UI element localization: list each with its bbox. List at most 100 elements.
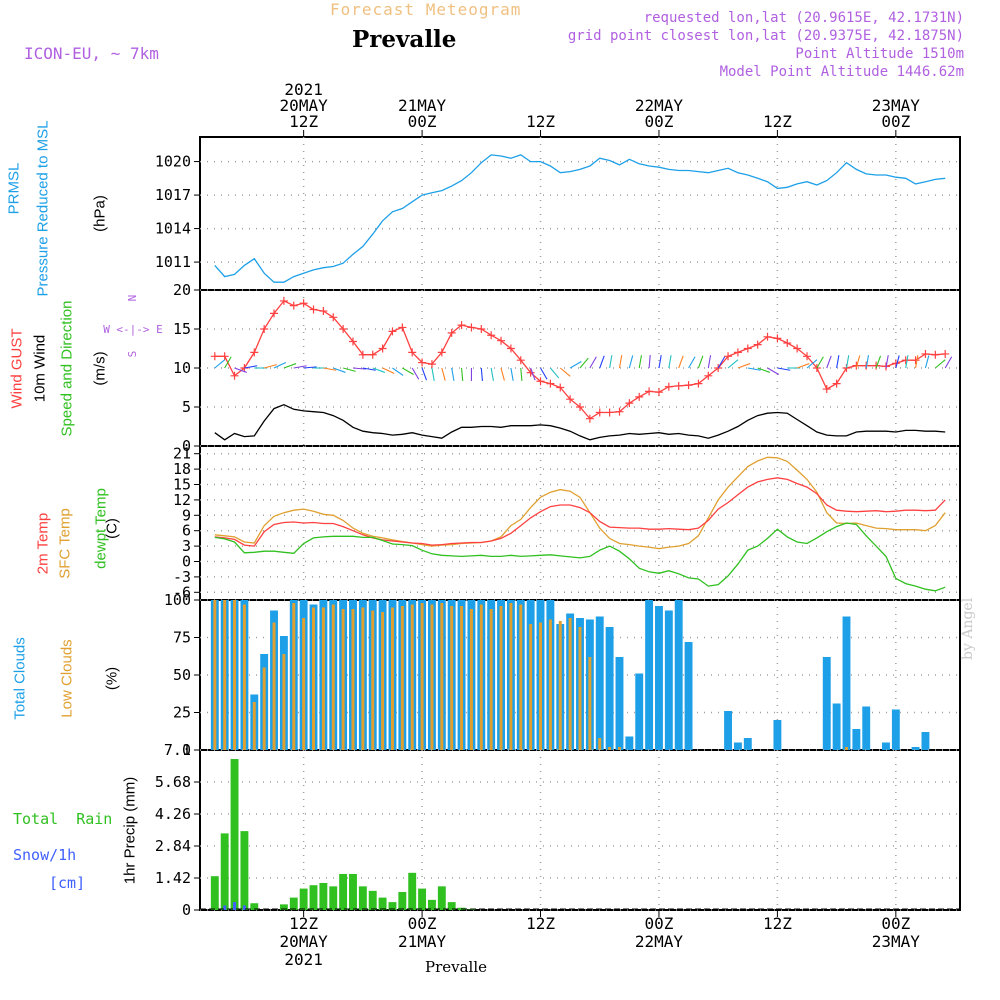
top-time-label: 23MAY: [872, 96, 921, 115]
low-cloud-bar: [548, 619, 552, 750]
wind-arrow: [816, 356, 824, 369]
model-name: ICON-EU, ~ 7km: [24, 44, 159, 63]
low-cloud-bar: [400, 606, 404, 750]
gust-marker: [329, 313, 338, 322]
rain-bar: [319, 882, 328, 910]
wind-arrow: [559, 367, 571, 377]
gust-marker: [447, 328, 456, 337]
gust-marker: [901, 356, 910, 365]
low-cloud-bar: [558, 621, 562, 750]
gust-marker: [279, 296, 288, 305]
gust-marker: [605, 408, 614, 417]
low-cloud-bar: [489, 609, 493, 750]
wind-arrow: [836, 355, 840, 369]
total-cloud-bar: [882, 742, 890, 750]
wind-arrow: [372, 367, 386, 373]
ytick-label: 1014: [155, 220, 191, 238]
ytick-label: 50: [173, 666, 191, 684]
top-time-label: 20MAY: [280, 96, 329, 115]
ytick-label: 21: [173, 445, 191, 463]
top-time-label: 00Z: [408, 112, 437, 131]
wind-arrow: [915, 355, 919, 369]
gust-marker: [576, 403, 584, 411]
bottom-time-label: 00Z: [645, 914, 674, 933]
ytick-label: 12: [173, 491, 191, 509]
ytick-label: 4.26: [155, 805, 191, 823]
model-altitude: Model Point Altitude 1446.62m: [719, 64, 964, 80]
wind-arrow: [589, 356, 597, 369]
low-cloud-bar: [845, 747, 848, 750]
gust-marker: [783, 339, 792, 348]
rain-bar: [210, 876, 219, 910]
rain-bar: [378, 897, 387, 910]
wind-arrow: [638, 355, 643, 369]
rain-bar: [388, 902, 397, 910]
gust-marker: [743, 344, 752, 353]
bottom-time-label: 12Z: [763, 914, 792, 933]
wind-arrow: [520, 367, 523, 381]
total-cloud-bar: [625, 736, 634, 750]
gust-marker: [654, 388, 663, 397]
low-cloud-bar: [460, 606, 464, 750]
wind-arrow: [648, 355, 651, 369]
wind-arrow: [293, 365, 307, 369]
wind-arrow: [845, 355, 850, 369]
bottom-time-label: 20MAY: [280, 932, 329, 951]
bottom-time-label: 12Z: [289, 914, 318, 933]
total-cloud-bar: [605, 627, 614, 750]
rain-bar: [309, 885, 318, 910]
top-time-label: 12Z: [289, 112, 318, 131]
gust-marker: [635, 392, 644, 401]
gust-marker: [260, 325, 269, 333]
ytick-label: 2.84: [155, 837, 191, 855]
wind-arrow: [777, 367, 791, 371]
low-cloud-bar: [598, 738, 602, 750]
rain-bar: [289, 897, 298, 910]
low-cloud-bar: [578, 627, 582, 750]
gust-marker: [526, 368, 535, 377]
total-cloud-bar: [822, 657, 831, 750]
gust-marker: [546, 379, 555, 388]
low-cloud-bar: [529, 624, 533, 750]
wind-arrow: [333, 367, 346, 373]
precip-snow-unit: [cm]: [49, 874, 86, 892]
snow-bar: [233, 902, 237, 910]
low-cloud-bar: [430, 604, 434, 750]
wind-arrow: [579, 357, 589, 369]
ytick-label: 0: [182, 741, 191, 759]
gust-marker: [418, 358, 427, 367]
top-time-label: 21MAY: [398, 96, 447, 115]
wind-arrow: [549, 367, 560, 379]
low-cloud-bar: [312, 607, 315, 750]
wind-arrow: [490, 367, 494, 381]
series-10m-wind-line: [214, 403, 946, 441]
top-time-label: 2021: [284, 80, 323, 99]
wind-arrow: [668, 355, 672, 369]
low-cloud-bar: [321, 607, 325, 750]
wind-arrow: [924, 355, 930, 369]
gust-marker: [348, 337, 357, 346]
wind-arrow: [658, 355, 662, 369]
low-cloud-bar: [469, 609, 473, 750]
ytick-label: 15: [173, 320, 191, 338]
snow-bar: [242, 905, 246, 910]
wind-arrow: [628, 355, 634, 369]
wind-arrow: [609, 355, 613, 369]
gust-marker: [437, 348, 446, 357]
gust-marker: [210, 352, 219, 361]
wind-arrow: [826, 355, 832, 369]
rain-bar: [250, 903, 259, 910]
gust-marker: [753, 340, 762, 349]
rain-bar: [339, 873, 348, 910]
low-cloud-bar: [509, 603, 513, 750]
low-cloud-bar: [440, 603, 444, 750]
ytick-label: 1017: [155, 186, 191, 204]
gust-marker: [536, 377, 545, 386]
compass-we: W <-|-> E: [103, 323, 163, 336]
bottom-time-label: 23MAY: [872, 932, 921, 951]
low-cloud-bar: [588, 657, 592, 750]
gust-marker: [566, 395, 575, 404]
total-cloud-bar: [891, 709, 900, 750]
wind-arrow: [865, 355, 870, 369]
gust-marker: [289, 301, 298, 310]
